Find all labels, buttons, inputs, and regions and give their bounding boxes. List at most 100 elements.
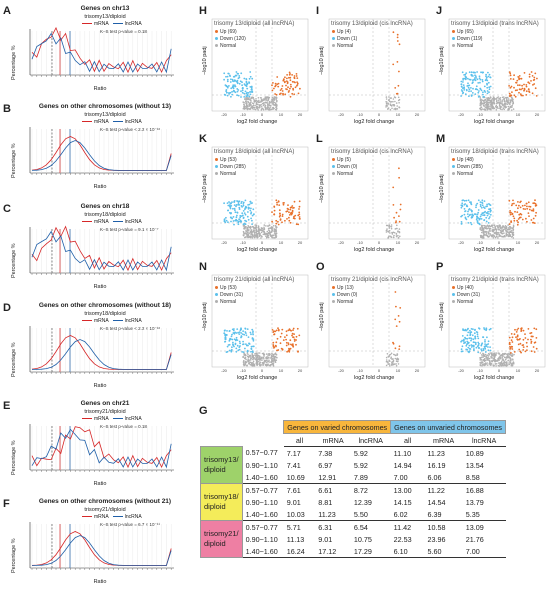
down-point <box>461 92 464 95</box>
legend-up-label: Up (13) <box>337 285 354 291</box>
up-point <box>293 75 296 77</box>
down-point <box>233 223 235 226</box>
legend-line-lncrna <box>112 23 123 25</box>
down-point <box>460 222 463 225</box>
normal-point <box>273 99 276 101</box>
down-point <box>462 79 464 81</box>
normal-point <box>487 99 490 102</box>
normal-point <box>258 352 261 354</box>
normal-point <box>267 360 269 363</box>
volcano-y-label: −log10 padj <box>202 46 208 75</box>
down-point <box>465 344 468 347</box>
up-dot <box>452 158 455 162</box>
normal-point <box>508 363 511 366</box>
legend-normal-label: Normal <box>337 43 354 49</box>
down-point <box>245 343 247 345</box>
normal-point <box>390 224 393 226</box>
down-point <box>487 343 490 345</box>
normal-point <box>262 362 264 364</box>
up-point <box>279 219 282 221</box>
up-point <box>284 336 286 338</box>
up-point <box>511 213 514 216</box>
up-point <box>510 85 513 88</box>
down-point <box>465 76 467 79</box>
legend-normal: Normal <box>215 171 246 178</box>
panel-subtitle: trisomy18/diploid <box>84 311 126 317</box>
up-dot <box>215 30 218 34</box>
up-point <box>516 79 519 82</box>
down-point <box>484 345 487 347</box>
normal-point <box>268 361 271 363</box>
down-point <box>475 218 478 221</box>
normal-point <box>247 353 249 356</box>
up-point <box>271 89 274 92</box>
normal-point <box>262 104 265 107</box>
normal-point <box>512 359 514 361</box>
down-point <box>470 90 472 92</box>
normal-point <box>271 234 274 237</box>
normal-point <box>398 102 400 104</box>
down-point <box>468 214 471 217</box>
column-header: lncRNA <box>350 433 391 447</box>
normal-point <box>508 356 511 358</box>
normal-point <box>243 359 245 362</box>
down-point <box>481 80 484 83</box>
normal-point <box>387 108 389 110</box>
up-point <box>515 81 517 84</box>
up-point <box>288 211 290 214</box>
normal-point <box>391 358 393 361</box>
down-point <box>469 221 472 224</box>
x-tick-label: -20 <box>221 368 228 373</box>
down-point <box>460 89 463 91</box>
normal-point <box>509 105 512 108</box>
normal-point <box>255 234 258 236</box>
normal-point <box>492 99 495 101</box>
normal-dot <box>452 44 455 48</box>
normal-point <box>247 358 249 360</box>
legend-up-label: Up (69) <box>220 29 237 35</box>
down-point <box>226 80 229 83</box>
down-point <box>468 71 471 74</box>
header-unvaried: Genes on unvaried chromosomes <box>390 420 507 434</box>
column-header: all <box>283 433 316 447</box>
legend-label-mrna: mRNA <box>94 318 109 324</box>
normal-point <box>263 230 265 233</box>
normal-point <box>503 226 506 228</box>
up-point <box>530 340 533 343</box>
normal-point <box>509 361 512 364</box>
normal-point <box>268 224 271 227</box>
up-point <box>521 344 524 347</box>
up-point <box>533 351 536 353</box>
down-point <box>466 77 469 80</box>
normal-point <box>488 105 490 108</box>
panel-letter-k: K <box>199 133 207 145</box>
down-point <box>475 204 478 207</box>
normal-point <box>256 355 259 358</box>
down-point <box>478 342 480 345</box>
normal-point <box>493 358 496 360</box>
up-point <box>528 90 530 93</box>
x-axis-label: Ratio <box>93 184 107 190</box>
column-header: lncRNA <box>462 433 506 447</box>
up-point <box>533 327 536 330</box>
down-point <box>462 77 465 80</box>
x-tick-label: 10 <box>516 368 521 373</box>
value-cell: 11.23 <box>427 448 445 458</box>
normal-point <box>275 233 278 235</box>
normal-point <box>484 362 487 364</box>
legend-label-lncrna: lncRNA <box>124 219 142 225</box>
up-point <box>281 90 284 92</box>
down-point <box>243 96 246 98</box>
legend-normal-label: Normal <box>457 299 474 305</box>
up-point <box>283 202 285 204</box>
normal-point <box>385 106 387 108</box>
up-point <box>526 345 528 348</box>
legend-up: Up (13) <box>332 285 357 292</box>
down-point <box>252 332 254 334</box>
normal-point <box>488 225 490 227</box>
normal-point <box>253 99 256 101</box>
normal-point <box>512 108 515 110</box>
down-point <box>463 208 466 210</box>
normal-point <box>399 235 401 238</box>
down-point <box>242 214 244 217</box>
